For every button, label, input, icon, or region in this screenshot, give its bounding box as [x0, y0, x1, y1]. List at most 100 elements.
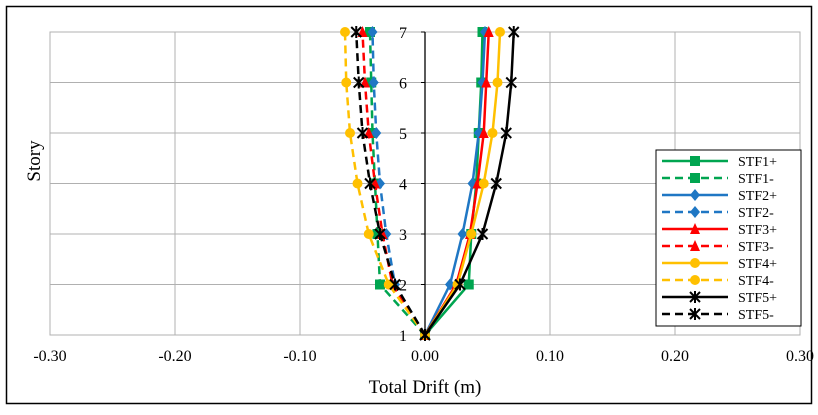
series-stf5-minus: [350, 26, 431, 341]
data-point-stf3-minus-5: [360, 76, 370, 88]
legend-label-stf4-plus: STF4+: [738, 257, 777, 272]
data-point-stf3-minus-4: [363, 127, 374, 138]
x-tick-label-4: 0.10: [536, 348, 564, 365]
legend-marker-stf5-plus: [689, 291, 701, 303]
x-tick-label-1: -0.20: [158, 348, 191, 365]
legend-marker-stf5-minus-path: [689, 308, 701, 320]
data-point-stf4-plus-4: [487, 128, 498, 138]
legend-marker-stf5-minus: [689, 308, 701, 320]
y-tick-label-3: 4: [399, 177, 407, 194]
legend-item-stf5-minus: STF5-: [662, 308, 774, 323]
y-tick-label-5: 6: [399, 76, 407, 93]
y-tick-labels: 1 2 3 4 5 6 7: [399, 25, 407, 345]
legend-item-stf3-plus: STF3+: [662, 223, 777, 238]
legend: STF1+ STF1- STF2+ STF2- STF3+ STF3- STF4+ STF4-…: [655, 149, 802, 327]
legend-marker-stf1-plus: [690, 156, 700, 166]
data-point-stf1-minus-1: [375, 279, 385, 290]
legend-marker-stf4-plus: [690, 258, 700, 268]
data-point-stf5-minus-3: [364, 177, 376, 190]
y-tick-label-4: 5: [399, 126, 407, 143]
data-point-stf2-minus-5: [368, 76, 379, 89]
data-point-stf5-plus-2: [476, 228, 489, 240]
data-point-stf5-plus-1-path: [454, 278, 466, 291]
y-axis-title: Story: [24, 140, 45, 182]
data-point-stf3-minus-6: [357, 26, 368, 37]
data-point-stf5-minus-0-path: [419, 329, 431, 341]
legend-label-stf5-plus: STF5+: [738, 291, 777, 306]
data-point-stf4-minus-2: [363, 229, 374, 239]
legend-marker-stf1-minus: [690, 173, 700, 183]
data-point-stf4-plus-2: [466, 229, 477, 239]
legend-item-stf1-plus: STF1+: [662, 155, 777, 170]
y-tick-label-0: 1: [399, 328, 407, 345]
x-tick-label-2: -0.10: [283, 348, 316, 365]
data-point-stf4-minus-3: [352, 178, 363, 189]
data-point-stf5-plus-6-path: [508, 26, 520, 38]
data-point-stf5-plus-1: [454, 278, 466, 291]
data-point-stf5-plus-3: [490, 177, 502, 190]
data-point-stf5-minus-5-path: [353, 76, 365, 89]
data-point-stf5-minus-1: [389, 278, 401, 291]
data-point-stf5-minus-6: [350, 26, 362, 38]
legend-marker-stf4-minus: [690, 275, 700, 285]
legend-item-stf2-minus: STF2-: [662, 206, 774, 221]
data-point-stf3-plus-5: [481, 76, 492, 88]
data-point-stf5-minus-1-path: [389, 278, 401, 291]
data-point-stf2-minus-4: [371, 127, 382, 139]
legend-item-stf2-plus: STF2+: [662, 189, 777, 204]
legend-item-stf4-plus: STF4+: [662, 257, 777, 272]
data-point-stf5-minus-2: [374, 228, 386, 240]
legend-marker-stf5-plus-path: [689, 291, 701, 303]
data-point-stf5-minus-6-path: [350, 26, 362, 38]
x-tick-labels: -0.30 -0.20 -0.10 0.00 0.10 0.20 0.30: [33, 348, 814, 365]
x-axis-title: Total Drift (m): [369, 377, 482, 398]
legend-item-stf4-minus: STF4-: [662, 274, 774, 289]
x-tick-label-6: 0.30: [786, 348, 814, 365]
data-point-stf4-plus-6: [495, 27, 505, 37]
data-point-stf2-minus-6: [367, 26, 378, 38]
data-point-stf4-plus-3: [478, 178, 489, 189]
legend-item-stf3-minus: STF3-: [662, 240, 774, 255]
legend-label-stf4-minus: STF4-: [738, 274, 774, 289]
legend-label-stf1-minus: STF1-: [738, 172, 774, 187]
x-tick-label-3: 0.00: [411, 348, 439, 365]
data-point-stf5-minus-3-path: [364, 177, 376, 190]
data-point-stf5-minus-2-path: [374, 228, 386, 240]
legend-label-stf5-minus: STF5-: [738, 308, 774, 323]
legend-label-stf2-minus: STF2-: [738, 206, 774, 221]
data-point-stf5-minus-5: [353, 76, 365, 89]
data-point-stf4-minus-5: [341, 77, 352, 88]
data-point-stf1-minus-2: [372, 229, 383, 239]
data-point-stf5-minus-0: [419, 329, 431, 341]
data-point-stf5-plus-3-path: [490, 177, 502, 190]
data-point-stf5-plus-2-path: [476, 228, 489, 240]
data-point-stf5-minus-4: [356, 127, 369, 139]
data-point-stf5-minus-4-path: [356, 127, 369, 139]
legend-box: [655, 149, 802, 327]
legend-marker-stf3-minus: [690, 240, 700, 251]
y-tick-label-1: 2: [399, 278, 407, 295]
data-point-stf5-plus-5: [505, 76, 517, 89]
data-point-stf2-plus-2: [457, 228, 468, 240]
y-tick-label-6: 7: [399, 25, 407, 42]
legend-label-stf3-plus: STF3+: [738, 223, 777, 238]
data-point-stf5-plus-5-path: [505, 76, 517, 89]
legend-label-stf1-plus: STF1+: [738, 155, 777, 170]
x-tick-label-5: 0.20: [661, 348, 689, 365]
data-point-stf3-plus-4: [478, 127, 489, 138]
data-point-stf1-plus-1: [463, 279, 474, 290]
legend-marker-stf2-plus: [690, 189, 700, 201]
series-layer: [340, 26, 520, 341]
legend-item-stf5-plus: STF5+: [662, 291, 777, 306]
data-point-stf4-minus-4: [345, 128, 355, 138]
x-tick-label-0: -0.30: [33, 348, 66, 365]
data-point-stf5-plus-4-path: [500, 127, 512, 139]
data-point-stf4-plus-5: [492, 77, 503, 88]
data-point-stf4-minus-6: [340, 27, 350, 37]
legend-marker-stf2-minus: [690, 206, 700, 218]
legend-marker-stf3-plus: [690, 223, 700, 234]
data-point-stf3-plus-6: [483, 26, 494, 37]
data-point-stf5-plus-6: [508, 26, 520, 38]
